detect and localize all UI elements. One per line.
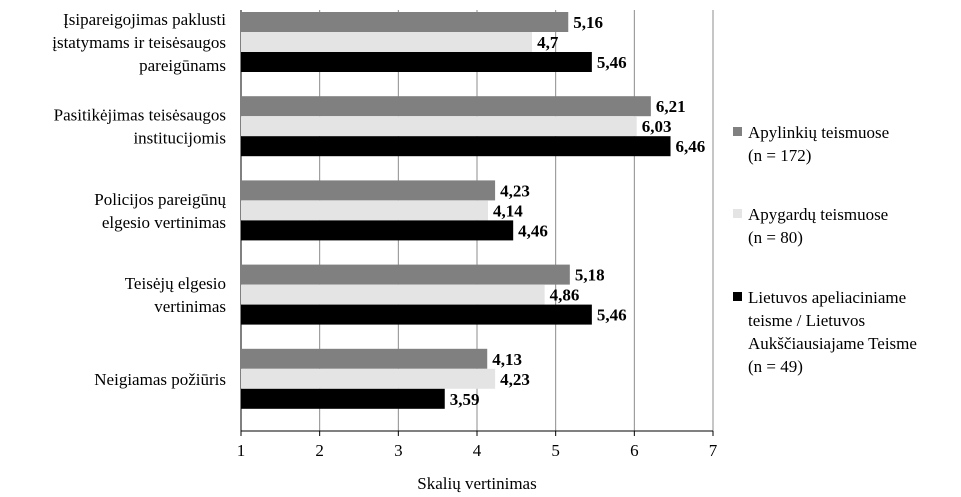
legend-swatch-2 (733, 209, 742, 218)
bar-s1-c5 (241, 348, 488, 369)
category-label-2-line-2: institucijomis (133, 129, 226, 148)
x-tick-label-2: 2 (315, 441, 324, 460)
category-label-3-line-2: elgesio vertinimas (102, 213, 226, 232)
category-labels: Įsipareigojimas paklusti įstatymams ir te… (52, 10, 226, 389)
bar-s1-c1 (241, 12, 569, 32)
category-label-1-line-1: Įsipareigojimas paklusti (63, 10, 226, 29)
data-labels: 5,164,75,466,216,036,464,234,144,465,184… (450, 13, 706, 409)
data-label-s1-c4: 5,18 (575, 266, 605, 285)
data-label-s3-c4: 5,46 (597, 306, 627, 325)
x-tick-label-6: 6 (630, 441, 639, 460)
legend-label-3-line-4: (n = 49) (748, 357, 803, 376)
data-label-s2-c4: 4,86 (550, 286, 580, 305)
bar-s2-c5 (241, 368, 496, 389)
bar-s3-c3 (241, 220, 514, 241)
category-label-4-line-1: Teisėjų elgesio (125, 274, 226, 293)
legend-label-2-line-1: Apygardų teismuose (748, 205, 888, 224)
data-label-s3-c3: 4,46 (518, 221, 548, 240)
bar-s1-c3 (241, 180, 496, 201)
legend-swatch-3 (733, 292, 742, 301)
bar-s3-c4 (241, 304, 592, 325)
x-tick-label-4: 4 (473, 441, 482, 460)
legend-label-2-line-2: (n = 80) (748, 228, 803, 247)
data-label-s2-c3: 4,14 (493, 201, 523, 220)
bar-s1-c4 (241, 264, 570, 285)
data-label-s1-c2: 6,21 (656, 97, 686, 116)
bar-s1-c2 (241, 96, 651, 117)
x-axis-title: Skalių vertinimas (417, 474, 536, 493)
legend-label-3-line-1: Lietuvos apeliaciniame (748, 288, 906, 307)
legend-swatch-1 (733, 127, 742, 136)
bar-s2-c1 (241, 32, 533, 52)
bars (241, 12, 671, 409)
category-label-2-line-1: Pasitikėjimas teisėsaugos (54, 106, 226, 125)
data-label-s2-c5: 4,23 (500, 370, 530, 389)
category-label-5-line-1: Neigiamas požiūris (94, 370, 226, 389)
legend-label-3-line-3: Aukščiausiajame Teisme (748, 334, 917, 353)
category-label-1-line-3: pareigūnams (139, 56, 226, 75)
bar-s2-c2 (241, 116, 637, 137)
legend-label-1-line-2: (n = 172) (748, 146, 811, 165)
data-label-s1-c3: 4,23 (500, 181, 530, 200)
legend: Apylinkių teismuose (n = 172) Apygardų tei… (733, 123, 917, 376)
bar-s2-c4 (241, 284, 545, 305)
bar-s3-c2 (241, 136, 671, 157)
data-label-s3-c2: 6,46 (676, 137, 706, 156)
data-label-s3-c1: 5,46 (597, 53, 627, 72)
data-label-s2-c2: 6,03 (642, 117, 672, 136)
x-tick-label-5: 5 (551, 441, 560, 460)
x-tick-label-1: 1 (237, 441, 246, 460)
legend-label-1-line-1: Apylinkių teismuose (748, 123, 889, 142)
bar-s2-c3 (241, 200, 489, 221)
data-label-s1-c1: 5,16 (573, 13, 603, 32)
x-tick-label-7: 7 (709, 441, 718, 460)
bar-s3-c1 (241, 52, 592, 72)
data-label-s1-c5: 4,13 (492, 350, 522, 369)
data-label-s3-c5: 3,59 (450, 390, 480, 409)
x-axis-ticks: 1 2 3 4 5 6 7 (237, 431, 718, 460)
data-label-s2-c1: 4,7 (537, 33, 559, 52)
x-tick-label-3: 3 (394, 441, 403, 460)
bar-s3-c5 (241, 388, 445, 409)
category-label-3-line-1: Policijos pareigūnų (94, 190, 226, 209)
category-label-1-line-2: įstatymams ir teisėsaugos (52, 33, 226, 52)
legend-label-3-line-2: teisme / Lietuvos (748, 311, 865, 330)
category-label-4-line-2: vertinimas (154, 297, 226, 316)
